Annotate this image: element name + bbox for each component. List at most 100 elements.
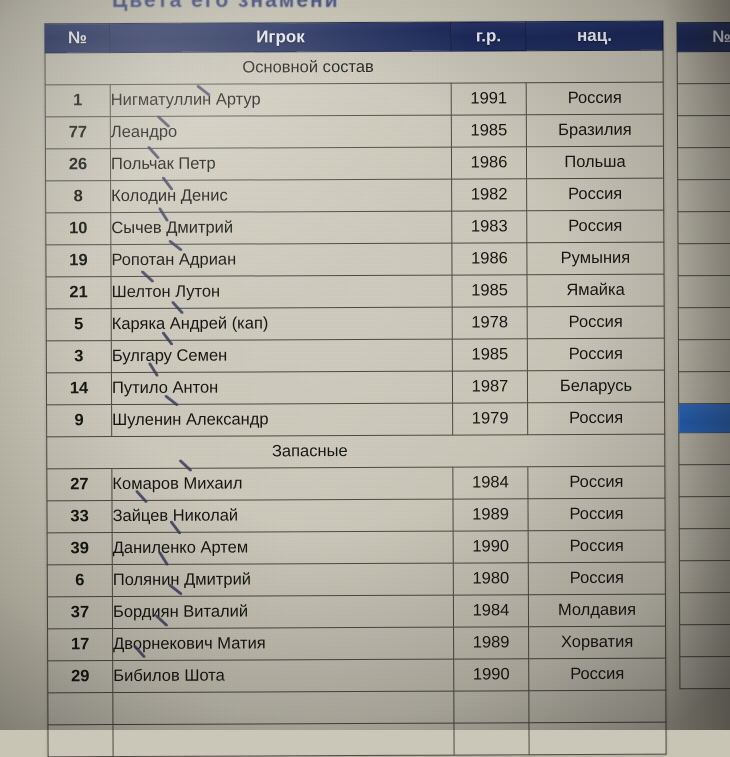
player-row: 77 Леандро 1985 Бразилия	[45, 114, 664, 149]
player-nationality: Россия	[527, 306, 665, 339]
player-name	[112, 691, 454, 725]
player-birthyear: 1984	[453, 594, 529, 628]
adjacent-player-row: 1	[678, 339, 730, 372]
player-name	[112, 723, 455, 757]
adjacent-empty-row	[678, 403, 730, 433]
player-row: 29 Бибилов Шота 1990 Россия	[47, 658, 666, 693]
adjacent-player-number	[679, 592, 730, 625]
player-number: 26	[45, 148, 111, 181]
adjacent-empty-row	[678, 464, 730, 497]
player-row: 10 Сычев Дмитрий 1983 Россия	[45, 210, 664, 245]
player-row: 27 Комаров Михаил 1984 Россия	[46, 466, 665, 501]
player-nationality: Беларусь	[527, 370, 665, 403]
adjacent-player-number	[678, 432, 730, 465]
player-nationality: Россия	[527, 466, 665, 499]
player-birthyear	[453, 690, 529, 724]
player-row: 17 Дворнекович Матия 1989 Хорватия	[47, 626, 666, 661]
column-header-birthyear: г.р.	[450, 21, 527, 52]
player-name: Комаров Михаил	[111, 467, 453, 501]
player-number: 6	[47, 564, 113, 597]
player-row: 14 Путило Антон 1987 Беларусь	[46, 370, 665, 405]
column-header-player: Игрок	[109, 22, 452, 53]
player-birthyear: 1978	[452, 306, 528, 340]
adjacent-player-number	[678, 403, 730, 433]
adjacent-player-number: 1	[678, 371, 730, 404]
adjacent-player-number: 1	[678, 339, 730, 372]
player-birthyear	[453, 722, 530, 756]
player-name: Сычев Дмитрий	[110, 211, 452, 245]
adjacent-empty-row	[679, 656, 730, 689]
player-name: Шуленин Александр	[111, 403, 453, 437]
player-number	[47, 724, 114, 757]
player-birthyear: 1984	[452, 466, 528, 500]
player-number: 3	[46, 340, 112, 373]
player-number: 19	[45, 244, 112, 277]
adjacent-player-number: 2	[678, 275, 730, 308]
adjacent-empty-row	[679, 528, 730, 561]
player-nationality: Россия	[526, 82, 664, 115]
player-nationality: Бразилия	[526, 114, 664, 147]
adjacent-player-number	[679, 624, 730, 657]
adjacent-table-body: 1221365142211	[677, 51, 730, 689]
player-birthyear: 1985	[452, 274, 528, 308]
lineup-table-header: № Игрок г.р. нац.	[44, 21, 664, 53]
adjacent-player-number	[679, 656, 730, 689]
adjacent-empty-row	[678, 432, 730, 465]
player-name: Каряка Андрей (кап)	[111, 307, 453, 341]
adjacent-player-row: 1	[677, 51, 730, 84]
player-row: 9 Шуленин Александр 1979 Россия	[46, 402, 665, 437]
player-number: 77	[45, 116, 111, 149]
player-nationality: Россия	[526, 210, 664, 243]
adjacent-player-number: 13	[677, 115, 730, 148]
player-number: 9	[46, 404, 112, 437]
player-row: 39 Даниленко Артем 1990 Россия	[47, 530, 666, 565]
player-birthyear: 1979	[452, 402, 528, 436]
player-birthyear: 1986	[451, 146, 527, 180]
player-birthyear: 1982	[451, 178, 527, 212]
header-row: № Игрок г.р. нац.	[44, 21, 664, 53]
adjacent-table-header: №	[677, 22, 730, 52]
adjacent-player-number: 5	[677, 179, 730, 212]
column-header-nationality: нац.	[525, 21, 664, 51]
player-birthyear: 1983	[451, 210, 527, 244]
player-nationality: Россия	[526, 178, 664, 211]
player-name: Ропотан Адриан	[110, 243, 453, 277]
player-name: Булгару Семен	[111, 339, 453, 373]
player-birthyear: 1987	[452, 370, 528, 404]
adjacent-player-row: 4	[678, 243, 730, 276]
adjacent-player-number: 6	[677, 147, 730, 180]
adjacent-empty-row	[679, 560, 730, 593]
player-nationality	[528, 690, 666, 723]
player-row: 19 Ропотан Адриан 1986 Румыния	[45, 242, 665, 277]
player-number: 8	[45, 180, 111, 213]
player-birthyear: 1989	[452, 498, 529, 532]
adjacent-player-row: 6	[677, 147, 730, 180]
player-nationality: Россия	[527, 338, 665, 371]
section-header-row: Запасные	[46, 434, 665, 469]
clipped-headline: Цвета его знамени	[112, 0, 672, 11]
empty-row	[47, 690, 666, 725]
player-number: 21	[46, 276, 112, 309]
section-header-row: Основной состав	[45, 50, 664, 85]
adjacent-empty-row	[679, 496, 730, 529]
player-name: Бордиян Виталий	[112, 595, 454, 629]
adjacent-lineup-table: № 1221365142211	[677, 22, 730, 689]
lineup-table-body: Основной состав 1 Нигматуллин Артур 1991 Рос…	[45, 50, 667, 757]
player-birthyear: 1991	[451, 82, 527, 116]
section-header-label: Запасные	[271, 442, 348, 461]
player-number	[47, 692, 113, 725]
player-nationality: Россия	[528, 562, 666, 595]
player-number: 14	[46, 372, 112, 405]
player-name: Даниленко Артем	[112, 531, 454, 565]
empty-row	[47, 722, 667, 757]
player-number: 33	[46, 500, 113, 533]
player-birthyear: 1990	[453, 658, 529, 692]
player-birthyear: 1985	[452, 338, 528, 372]
player-row: 37 Бордиян Виталий 1984 Молдавия	[47, 594, 666, 629]
player-name: Путило Антон	[111, 371, 453, 405]
player-number: 29	[47, 660, 113, 693]
player-number: 1	[45, 84, 111, 117]
player-name: Колодин Денис	[110, 179, 452, 213]
player-number: 37	[47, 596, 113, 629]
adjacent-player-number: 1	[677, 51, 730, 84]
